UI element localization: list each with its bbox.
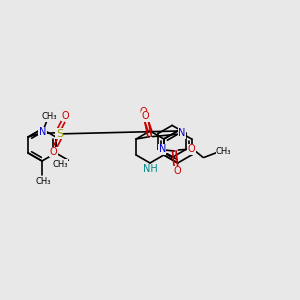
- Text: O: O: [142, 111, 149, 122]
- Text: CH₃: CH₃: [35, 177, 51, 186]
- Text: O: O: [61, 111, 69, 121]
- Text: O: O: [188, 144, 195, 154]
- Text: CH₃: CH₃: [42, 112, 57, 121]
- Text: O: O: [50, 147, 57, 157]
- Text: N: N: [39, 127, 46, 137]
- Text: CH₃: CH₃: [216, 147, 231, 156]
- Text: S: S: [56, 129, 63, 139]
- Text: NH: NH: [142, 164, 158, 174]
- Text: N: N: [159, 144, 166, 154]
- Text: CH₃: CH₃: [52, 160, 68, 169]
- Text: O: O: [173, 166, 181, 176]
- Text: O: O: [140, 107, 147, 117]
- Text: N: N: [178, 128, 186, 138]
